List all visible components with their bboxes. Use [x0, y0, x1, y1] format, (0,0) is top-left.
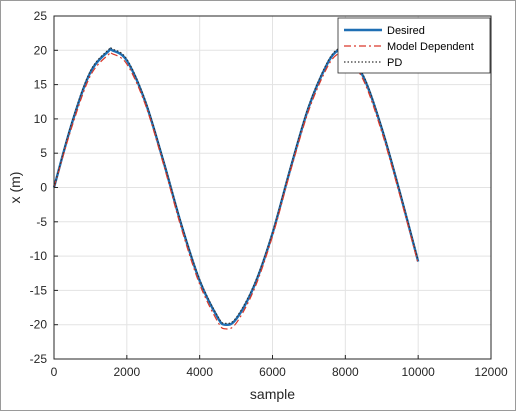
x-tick-label: 12000: [474, 365, 508, 379]
y-tick-label: 20: [34, 43, 48, 57]
y-tick-labels: 25 20 15 10 5 0 -5 -10 -15 -20 -25: [30, 9, 58, 366]
y-tick-label: -15: [30, 283, 48, 297]
x-tick-label: 10000: [401, 365, 435, 379]
y-tick-label: -25: [30, 352, 48, 366]
y-tick-label: 10: [34, 112, 48, 126]
x-tick-label: 8000: [332, 365, 359, 379]
x-axis-label: sample: [250, 386, 295, 402]
x-tick-labels: 0 2000 4000 6000 8000 10000 12000: [51, 355, 508, 379]
y-tick-label: -20: [30, 318, 48, 332]
series-line-2: [53, 46, 419, 325]
legend-label: PD: [387, 57, 402, 69]
y-tick-label: 0: [40, 181, 47, 195]
y-tick-label: -5: [36, 215, 47, 229]
legend-label: Model Dependent: [387, 41, 474, 53]
y-tick-label: 25: [34, 9, 48, 23]
y-tick-label: -10: [30, 249, 48, 263]
y-tick-label: 5: [40, 146, 47, 160]
x-tick-label: 6000: [259, 365, 286, 379]
legend: Desired Model Dependent PD: [337, 17, 491, 74]
y-axis-label: x (m): [7, 172, 23, 204]
x-tick-label: 4000: [186, 365, 213, 379]
legend-label: Desired: [387, 25, 425, 37]
y-tick-label: 15: [34, 78, 48, 92]
x-tick-label: 0: [51, 365, 58, 379]
x-tick-label: 2000: [113, 365, 140, 379]
